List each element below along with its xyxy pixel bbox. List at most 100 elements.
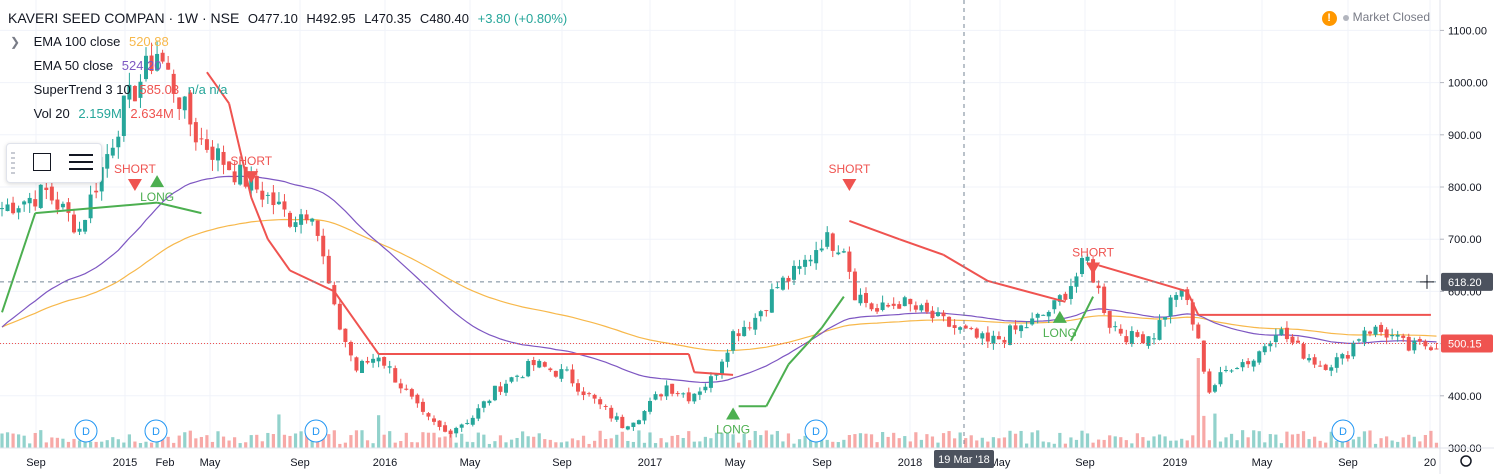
candle <box>620 416 625 429</box>
candle <box>1135 332 1140 337</box>
candle <box>1246 361 1251 365</box>
volume-bar <box>388 431 392 448</box>
volume-bar <box>986 441 990 448</box>
volume-bar <box>748 440 752 448</box>
volume-bar <box>255 434 259 448</box>
candle <box>216 148 220 161</box>
volume-bar <box>753 430 757 448</box>
volume-bar <box>1368 430 1372 448</box>
volume-bar <box>670 435 674 448</box>
volume-bar <box>858 433 863 448</box>
candle <box>304 214 309 221</box>
rectangle-icon[interactable] <box>33 153 51 171</box>
candle <box>1080 258 1084 275</box>
time-tick-label: 2018 <box>898 457 922 469</box>
volume-bar <box>471 442 475 448</box>
supertrend-segment <box>333 290 380 355</box>
candle <box>924 302 929 312</box>
gear-icon[interactable] <box>1460 455 1472 467</box>
volume-bar <box>980 437 984 448</box>
candle <box>963 325 968 329</box>
indicator-volume[interactable]: Vol 20 2.159M 2.634M <box>8 102 567 126</box>
time-axis[interactable]: Sep 2015 Feb May Sep 2016 May Sep 2017 May Sep 2018… <box>0 447 1494 469</box>
volume-bar <box>188 430 192 448</box>
candle <box>731 331 736 351</box>
candle <box>354 357 359 371</box>
candle <box>515 375 520 377</box>
volume-bar <box>61 438 65 448</box>
floating-toolbar[interactable] <box>6 143 102 183</box>
candle <box>570 369 575 384</box>
volume-bar <box>881 432 885 448</box>
warning-icon[interactable]: ! <box>1321 11 1337 26</box>
ema50-path <box>1 175 1437 384</box>
candle <box>1268 343 1273 347</box>
volume-bar <box>266 432 270 448</box>
candle <box>1068 286 1073 299</box>
volume-bar <box>653 443 658 448</box>
volume-bar <box>576 440 580 448</box>
candle <box>276 201 281 205</box>
volume-bar <box>282 434 287 448</box>
price-tick-label: 400.00 <box>1448 391 1482 403</box>
candle <box>299 214 304 225</box>
price-axis[interactable]: 1100.001000.00900.00800.00700.00600.0050… <box>1439 0 1493 474</box>
candle <box>648 400 652 412</box>
volume-bar <box>349 435 353 448</box>
candle <box>614 416 619 420</box>
volume-bar <box>1385 436 1389 448</box>
volume-bar <box>1246 437 1250 448</box>
candle <box>1379 324 1384 332</box>
time-tick-label: Sep <box>1338 457 1358 469</box>
candle <box>1096 285 1101 289</box>
supertrend-segment <box>250 197 269 240</box>
volume-bar <box>709 438 713 448</box>
volume-bar <box>637 430 641 448</box>
object-tree-icon[interactable] <box>69 154 93 170</box>
candle <box>443 425 448 432</box>
candle <box>1057 295 1062 302</box>
candle <box>1118 328 1123 334</box>
volume-bar <box>975 440 979 448</box>
candle <box>664 385 669 397</box>
candle <box>958 327 963 330</box>
candle <box>1224 370 1228 372</box>
eye-icon[interactable]: ❯ <box>9 35 21 49</box>
indicator-ema50[interactable]: EMA 50 close 524.20 <box>8 54 567 78</box>
candle <box>509 377 514 382</box>
volume-bar <box>1390 440 1394 448</box>
drag-handle[interactable] <box>11 152 15 174</box>
volume-bar <box>1290 434 1295 448</box>
indicator-ema100[interactable]: ❯ EMA 100 close 520.88 <box>8 30 567 54</box>
volume-bar <box>343 442 347 448</box>
candle <box>869 303 874 310</box>
candle <box>282 201 287 210</box>
candle <box>980 333 985 339</box>
ohlc-close: C480.40 <box>419 11 469 26</box>
volume-bar <box>598 430 602 448</box>
indicator-supertrend[interactable]: SuperTrend 3 10 585.03 n/a n/a <box>8 78 567 102</box>
symbol-title[interactable]: KAVERI SEED COMPAN · 1W · NSE <box>8 10 240 26</box>
crosshair-price-label: 618.20 <box>1448 277 1482 289</box>
candle <box>393 368 398 383</box>
volume-bar <box>1119 437 1123 448</box>
candle <box>1262 346 1267 353</box>
candle <box>1196 324 1201 339</box>
volume-bar <box>1396 441 1400 448</box>
volume-bar <box>437 437 442 448</box>
dividend-label: D <box>1339 426 1347 438</box>
volume-bar <box>831 441 835 448</box>
volume-bar <box>1157 434 1162 448</box>
candle <box>138 81 143 98</box>
volume-bar <box>781 441 785 448</box>
volume-bar <box>89 441 93 448</box>
volume-bar <box>720 433 724 448</box>
volume-bar <box>725 432 730 448</box>
candle <box>659 394 664 397</box>
indicator-label: EMA 100 close <box>33 34 121 49</box>
last-price-badge <box>1441 334 1493 353</box>
volume-bar <box>681 437 685 448</box>
volume-bar <box>183 432 187 448</box>
